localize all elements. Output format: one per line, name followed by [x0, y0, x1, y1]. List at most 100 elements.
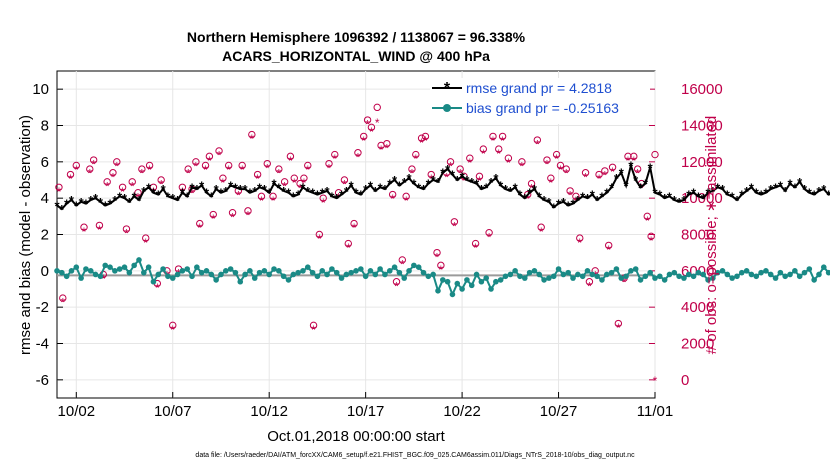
rmse-point: *: [508, 184, 514, 199]
rmse-point: *: [175, 193, 181, 208]
obs-assimilated-point: *: [467, 156, 472, 170]
obs-assimilated-point: *: [639, 181, 644, 195]
obs-assimilated-point: *: [375, 116, 380, 130]
bias-point: [517, 273, 523, 280]
obs-possible-point: [485, 228, 493, 237]
rmse-point: *: [633, 173, 639, 188]
legend: * rmse grand pr = 4.2818 bias grand pr =…: [430, 78, 650, 124]
bias-point: [261, 268, 268, 274]
bias-point: [251, 275, 258, 281]
obs-assimilated-point: *: [97, 223, 102, 237]
bias-point: [107, 264, 113, 271]
obs-possible-point: [408, 165, 416, 173]
rmse-point: *: [223, 184, 229, 199]
obs-assimilated-point: *: [458, 167, 463, 181]
rmse-point: *: [657, 188, 663, 203]
bias-point: [444, 278, 451, 285]
obs-possible-point: [286, 152, 295, 161]
rmse-point: *: [141, 184, 147, 199]
rmse-point: *: [165, 189, 171, 204]
obs-assimilated-point: *: [327, 161, 332, 175]
obs-assimilated-point: *: [298, 181, 303, 195]
rmse-point: *: [440, 166, 446, 181]
chart-title-line2: ACARS_HORIZONTAL_WIND @ 400 hPa: [222, 48, 490, 64]
rmse-point: *: [156, 188, 162, 203]
bias-point: [131, 262, 137, 269]
obs-possible-point: [296, 179, 304, 188]
rmse-point: *: [185, 189, 191, 204]
obs-possible-point: [248, 130, 256, 139]
rmse-point: *: [382, 182, 388, 197]
obs-possible-point: [118, 183, 127, 191]
obs-assimilated-point: *: [487, 230, 492, 244]
obs-possible-point: [456, 165, 464, 173]
rmse-point: *: [329, 189, 335, 204]
rmse-point: *: [706, 186, 712, 201]
obs-assimilated-point: *: [419, 136, 424, 150]
obs-assimilated-point: *: [610, 165, 615, 179]
bias-point: [401, 275, 408, 281]
bias-point: [54, 268, 60, 274]
bias-point: [661, 277, 668, 283]
obs-possible-point: [219, 174, 227, 182]
rmse-point: *: [455, 173, 461, 188]
bias-point: [734, 273, 740, 280]
obs-possible-point: [437, 261, 445, 270]
obs-assimilated-point: *: [603, 169, 608, 183]
obs-assimilated-point: *: [230, 210, 235, 224]
obs-possible-point: [547, 174, 555, 182]
rmse-point: *: [783, 184, 789, 199]
rmse-point: *: [296, 188, 302, 203]
bias-point: [613, 266, 620, 272]
bias-point: [777, 269, 784, 276]
bias-point: [811, 277, 817, 283]
obs-assimilated-point: *: [645, 214, 650, 228]
obs-possible-point: [196, 219, 204, 228]
obs-possible-point: [350, 219, 358, 228]
rmse-point: *: [276, 180, 282, 195]
obs-possible-point: [552, 150, 561, 159]
obs-possible-point: [383, 139, 391, 148]
rmse-point: *: [489, 175, 495, 190]
bias-point: [599, 277, 605, 283]
bias-point: [743, 268, 750, 274]
obs-possible-point: [145, 161, 154, 170]
obs-assimilated-point: *: [114, 159, 119, 173]
rmse-point: *: [344, 184, 350, 199]
rmse-point: *: [643, 177, 649, 192]
obs-possible-point: [581, 169, 590, 177]
left-y-axis-label: rmse and bias (model - observation): [17, 115, 34, 355]
bias-point: [483, 275, 490, 281]
rmse-point: *: [749, 180, 755, 195]
rmse-point: *: [127, 195, 133, 210]
bias-point: [579, 273, 586, 280]
obs-assimilated-point: *: [545, 158, 550, 172]
rmse-point: *: [291, 189, 297, 204]
rmse-point: *: [792, 180, 798, 195]
obs-assimilated-point: *: [410, 167, 415, 181]
obs-assimilated-point: *: [82, 225, 87, 239]
obs-assimilated-point: *: [155, 281, 160, 295]
rmse-point: *: [325, 184, 331, 199]
rmse-point: *: [763, 186, 769, 201]
rmse-point: *: [103, 198, 109, 213]
bias-point: [116, 266, 123, 272]
bias-point: [705, 277, 711, 283]
rmse-point: *: [580, 189, 586, 204]
obs-possible-point: [304, 161, 312, 170]
obs-assimilated-point: *: [321, 196, 326, 210]
rmse-point: *: [527, 186, 533, 201]
left-y-tick-label: 0: [41, 263, 49, 280]
bias-point: [787, 271, 793, 278]
bias-point: [748, 271, 755, 278]
rmse-point: *: [252, 184, 258, 199]
obs-possible-point: [523, 190, 532, 199]
bias-point: [560, 271, 567, 278]
obs-possible-point: [466, 154, 474, 162]
rmse-point: *: [228, 178, 234, 193]
obs-assimilated-point: *: [288, 154, 293, 168]
obs-assimilated-point: *: [554, 152, 559, 166]
rmse-point: *: [74, 198, 80, 213]
bias-point: [59, 269, 65, 276]
obs-assimilated-point: *: [506, 156, 511, 170]
